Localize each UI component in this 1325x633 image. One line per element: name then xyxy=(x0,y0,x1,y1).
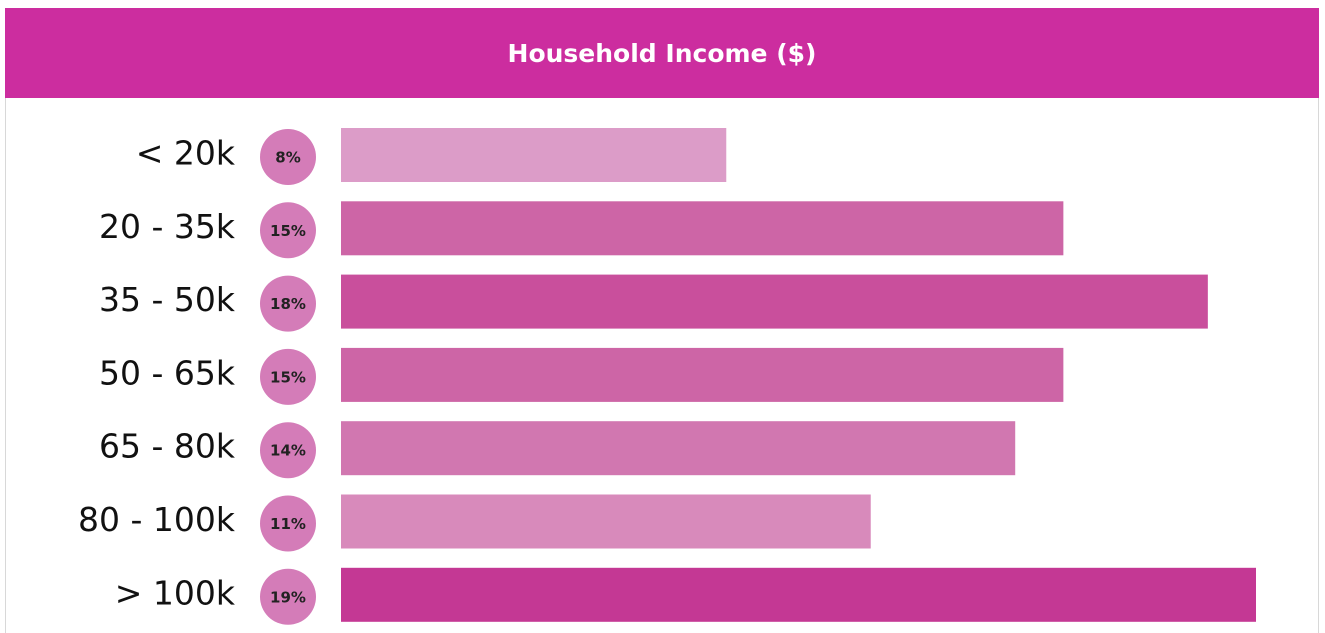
value-label: 15% xyxy=(270,368,306,386)
value-label: 14% xyxy=(270,442,306,460)
header-band xyxy=(5,8,1319,98)
chart-title: Household Income ($) xyxy=(508,39,817,68)
value-badge xyxy=(260,568,316,625)
category-label: 65 - 80k xyxy=(99,427,236,466)
bar xyxy=(341,128,727,182)
category-label: 20 - 35k xyxy=(99,207,236,246)
value-label: 8% xyxy=(275,149,300,167)
category-label: 80 - 100k xyxy=(78,500,236,539)
bar xyxy=(341,347,1064,402)
bar xyxy=(341,567,1256,622)
value-label: 19% xyxy=(270,588,306,606)
value-badge xyxy=(260,275,316,332)
value-label: 11% xyxy=(270,515,306,533)
bar xyxy=(341,421,1016,476)
category-label: < 20k xyxy=(136,134,236,173)
value-label: 15% xyxy=(270,222,306,240)
value-label: 18% xyxy=(270,295,306,313)
category-label: 35 - 50k xyxy=(99,280,236,319)
category-label: 50 - 65k xyxy=(99,353,236,392)
category-label: > 100k xyxy=(115,573,236,612)
value-badge xyxy=(260,129,316,185)
bar xyxy=(341,201,1064,256)
value-badge xyxy=(260,495,316,552)
value-badge xyxy=(260,422,316,479)
value-badge xyxy=(260,202,316,259)
value-badge xyxy=(260,348,316,405)
bar xyxy=(341,494,871,549)
bar xyxy=(341,274,1208,329)
